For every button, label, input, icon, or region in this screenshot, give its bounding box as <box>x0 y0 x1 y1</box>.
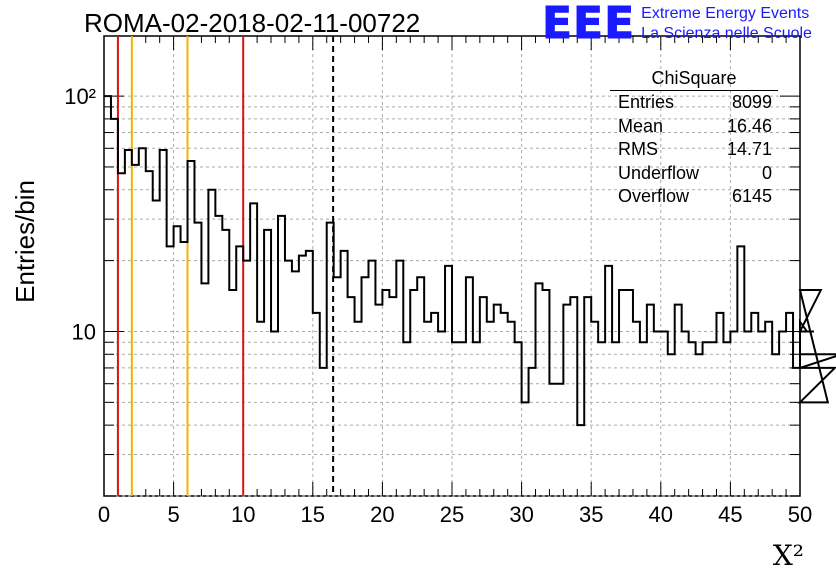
stats-value: 14.71 <box>726 139 772 159</box>
stats-title: ChiSquare <box>610 66 778 91</box>
histogram <box>104 95 836 427</box>
y-axis-label: Entries/bin <box>10 180 40 303</box>
x-tick-label: 0 <box>98 502 110 527</box>
stats-value: 8099 <box>731 92 772 112</box>
stats-row-underflow: Underflow 0 <box>610 162 778 186</box>
stats-label: Overflow <box>618 186 690 206</box>
x-tick-label: 35 <box>579 502 603 527</box>
x-tick-label: 40 <box>649 502 673 527</box>
x-tick-label: 20 <box>370 502 394 527</box>
stats-label: Mean <box>618 115 664 136</box>
x-tick-label: 50 <box>788 502 812 527</box>
logo-line-1: Extreme Energy Events <box>641 5 810 22</box>
stats-value: 16.46 <box>726 115 772 136</box>
stats-row-overflow: Overflow 6145 <box>610 185 778 209</box>
y-tick-labels: 10 10² <box>64 84 96 344</box>
stats-label: RMS <box>618 139 658 159</box>
logo-mark: EEE <box>541 0 636 49</box>
x-tick-label: 5 <box>167 502 179 527</box>
run-title: ROMA-02-2018-02-11-00722 <box>84 8 421 38</box>
logo-text: Extreme Energy Events La Scienza nelle S… <box>641 2 812 44</box>
x-tick-label: 10 <box>231 502 255 527</box>
histogram-line <box>104 95 836 427</box>
stats-row-rms: RMS 14.71 <box>610 138 778 162</box>
logo-line-2: La Scienza nelle Scuole <box>641 25 812 42</box>
stats-row-entries: Entries 8099 <box>610 91 778 115</box>
reference-lines <box>116 36 335 496</box>
stats-row-mean: Mean 16.46 <box>610 115 778 139</box>
stats-label: Underflow <box>618 162 700 183</box>
x-axis-label: X² <box>773 539 804 572</box>
x-tick-label: 30 <box>509 502 533 527</box>
stats-box: ChiSquare Entries 8099 Mean 16.46 RMS 14… <box>610 66 778 209</box>
stats-label: Entries <box>618 92 675 112</box>
x-tick-label: 45 <box>718 502 742 527</box>
stats-value: 6145 <box>731 186 772 206</box>
x-tick-label: 25 <box>440 502 464 527</box>
x-tick-label: 15 <box>301 502 325 527</box>
stats-value: 0 <box>761 162 772 183</box>
eee-logo: EEE Extreme Energy Events La Scienza nel… <box>541 0 812 49</box>
x-tick-labels: 0 5 10 15 20 25 30 35 40 45 50 <box>98 502 812 527</box>
y-tick-label: 10 <box>72 319 96 344</box>
y-tick-label: 10² <box>64 84 96 109</box>
